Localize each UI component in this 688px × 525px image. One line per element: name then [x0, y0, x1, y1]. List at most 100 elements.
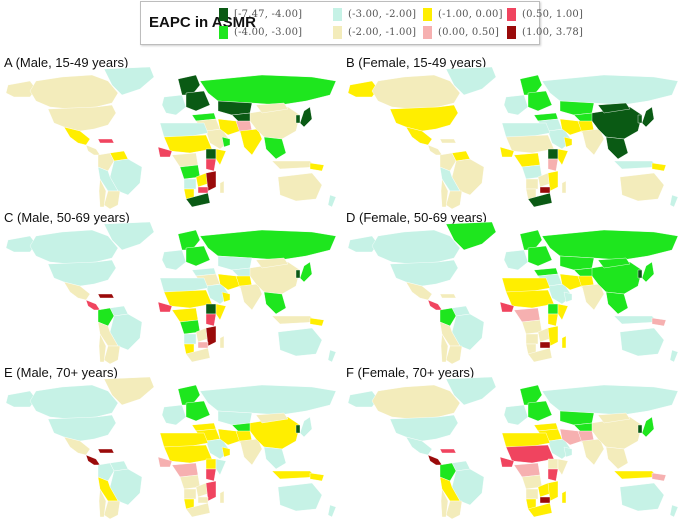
region-mozambique — [547, 480, 559, 502]
region-canada — [371, 384, 461, 420]
region-north-africa — [159, 432, 209, 448]
region-india — [239, 128, 263, 156]
region-colombia — [439, 462, 457, 482]
region-png — [309, 162, 325, 172]
region-west-africa-coast — [499, 456, 515, 468]
region-greenland — [103, 377, 155, 406]
region-madagascar — [219, 335, 225, 349]
region-australia — [619, 327, 665, 357]
region-nz — [669, 194, 679, 208]
region-west-europe — [503, 249, 529, 271]
region-india — [581, 283, 605, 311]
region-korea — [637, 269, 643, 279]
region-greenland — [445, 377, 497, 406]
region-scandinavia — [519, 384, 543, 406]
region-central-america — [85, 144, 101, 156]
region-horn — [557, 148, 569, 166]
region-png — [651, 317, 667, 327]
region-usa — [47, 259, 117, 287]
region-north-africa — [501, 432, 551, 448]
region-korea — [637, 114, 643, 124]
region-greenland — [445, 67, 497, 96]
region-north-africa — [159, 277, 209, 293]
legend-swatch — [507, 8, 516, 21]
region-alaska — [5, 390, 37, 408]
region-madagascar — [561, 180, 567, 194]
region-iran — [217, 118, 241, 136]
region-india — [581, 438, 605, 466]
region-west-europe — [161, 404, 187, 426]
region-alaska — [347, 80, 379, 98]
region-russia — [541, 74, 679, 106]
region-ethiopia — [205, 458, 217, 470]
region-south-africa — [185, 347, 211, 363]
region-australia — [277, 482, 323, 512]
region-south-africa — [185, 502, 211, 518]
region-west-europe — [161, 94, 187, 116]
region-west-africa-coast — [499, 301, 515, 313]
region-japan — [641, 416, 655, 438]
map-panel-e: E (Male, 70+ years) — [0, 365, 344, 520]
region-se-asia — [605, 136, 629, 160]
region-korea — [295, 424, 301, 434]
region-se-asia — [263, 136, 287, 160]
map-panel-b: B (Female, 15-49 years) — [342, 55, 686, 210]
legend-label: (-1.00, 0.00] — [438, 9, 503, 20]
region-indonesia — [613, 160, 659, 170]
region-west-africa-coast — [157, 301, 173, 313]
region-colombia — [97, 462, 115, 482]
region-oman — [563, 136, 573, 148]
region-angola — [525, 333, 539, 345]
region-west-africa-coast — [157, 456, 173, 468]
region-chile — [440, 488, 449, 518]
region-canada — [29, 384, 119, 420]
world-map — [5, 222, 337, 365]
region-se-asia — [263, 446, 287, 470]
region-japan — [641, 106, 655, 128]
region-canada — [371, 74, 461, 110]
region-alaska — [5, 235, 37, 253]
region-mongolia — [597, 412, 631, 424]
region-argentina — [103, 190, 121, 210]
region-indonesia — [271, 315, 317, 325]
region-central-africa — [513, 462, 541, 478]
panel-label: F (Female, 70+ years) — [346, 365, 475, 380]
region-zimbabwe — [539, 186, 551, 194]
region-central-africa — [171, 462, 199, 478]
region-west-europe — [503, 94, 529, 116]
region-mozambique — [205, 170, 217, 192]
region-scandinavia — [177, 384, 201, 406]
region-south-africa — [185, 192, 211, 208]
region-horn — [215, 458, 227, 476]
region-kenya — [547, 313, 559, 327]
region-iran — [559, 428, 583, 446]
region-zimbabwe — [539, 341, 551, 349]
region-sahel — [505, 444, 555, 464]
region-argentina — [445, 345, 463, 365]
region-scandinavia — [177, 229, 201, 251]
region-sahel — [505, 289, 555, 309]
region-angola — [525, 178, 539, 190]
region-sahel — [505, 134, 555, 154]
region-greenland — [103, 222, 155, 251]
region-russia — [541, 384, 679, 416]
region-angola — [525, 488, 539, 500]
region-central-africa — [171, 152, 199, 168]
region-east-europe — [527, 245, 553, 267]
legend-item: (1.00, 3.78] — [507, 24, 583, 41]
region-nz — [327, 504, 337, 518]
region-scandinavia — [519, 229, 543, 251]
region-angola — [183, 178, 197, 190]
region-colombia — [439, 307, 457, 327]
region-russia — [199, 384, 337, 416]
region-russia — [199, 229, 337, 261]
region-kenya — [547, 468, 559, 482]
region-nz — [669, 504, 679, 518]
panel-label: A (Male, 15-49 years) — [4, 55, 129, 70]
region-horn — [215, 148, 227, 166]
region-se-asia — [605, 291, 629, 315]
region-south-africa — [527, 192, 553, 208]
region-caribbean — [439, 293, 457, 299]
region-chile — [98, 488, 107, 518]
region-north-africa — [501, 277, 551, 293]
